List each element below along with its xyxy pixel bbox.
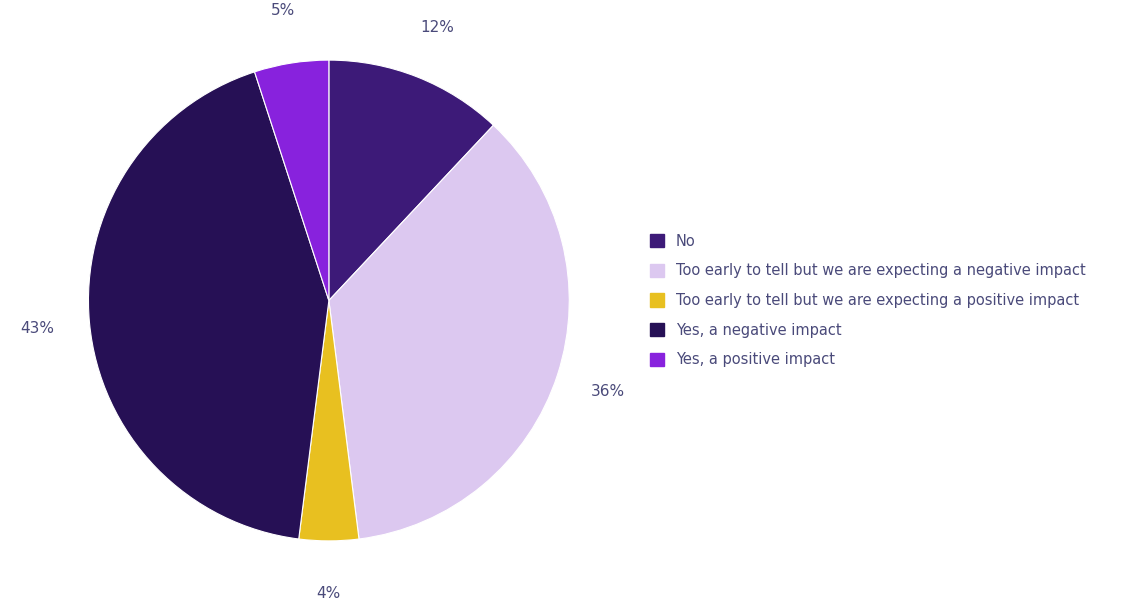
Legend: No, Too early to tell but we are expecting a negative impact, Too early to tell : No, Too early to tell but we are expecti… bbox=[642, 227, 1093, 374]
Text: 12%: 12% bbox=[420, 20, 454, 35]
Text: 4%: 4% bbox=[316, 587, 341, 601]
Wedge shape bbox=[254, 60, 329, 300]
Wedge shape bbox=[329, 60, 493, 300]
Wedge shape bbox=[329, 125, 569, 539]
Text: 5%: 5% bbox=[271, 4, 295, 18]
Wedge shape bbox=[298, 300, 359, 541]
Wedge shape bbox=[88, 72, 329, 539]
Text: 36%: 36% bbox=[591, 383, 625, 398]
Text: 43%: 43% bbox=[20, 320, 54, 335]
